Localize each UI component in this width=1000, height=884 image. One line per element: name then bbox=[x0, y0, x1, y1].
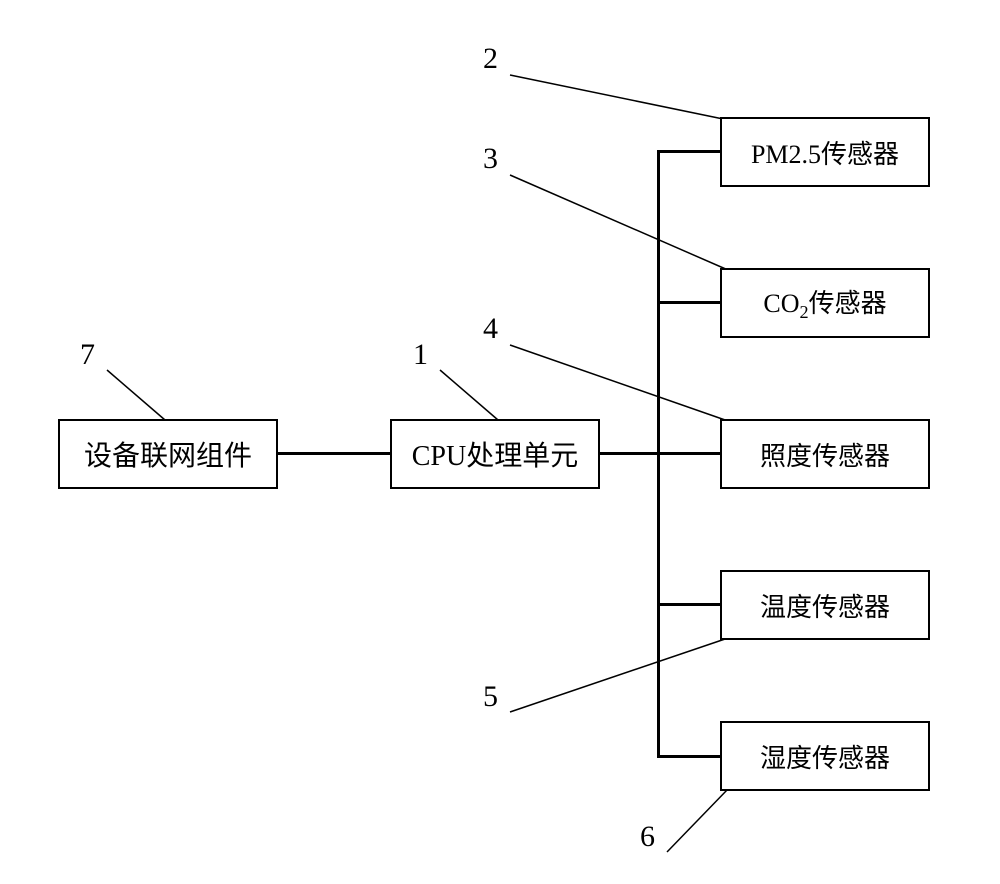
box-lux-label: 照度传感器 bbox=[760, 436, 890, 473]
box-hum: 湿度传感器 bbox=[720, 721, 930, 791]
conn-cpu-bus bbox=[600, 452, 660, 455]
conn-bus-co2 bbox=[660, 301, 720, 304]
ref-7: 7 bbox=[80, 338, 95, 372]
box-temp: 温度传感器 bbox=[720, 570, 930, 640]
box-cpu: CPU处理单元 bbox=[390, 419, 600, 489]
box-cpu-label: CPU处理单元 bbox=[412, 434, 578, 474]
box-hum-label: 湿度传感器 bbox=[760, 738, 890, 775]
box-net-label: 设备联网组件 bbox=[84, 434, 252, 474]
ref-2: 2 bbox=[483, 42, 498, 76]
ref-3: 3 bbox=[483, 142, 498, 176]
conn-bus-temp bbox=[660, 603, 720, 606]
ref-1: 1 bbox=[413, 338, 428, 372]
conn-bus-lux bbox=[660, 452, 720, 455]
ref-5: 5 bbox=[483, 680, 498, 714]
diagram-canvas: 设备联网组件 CPU处理单元 PM2.5传感器 CO2传感器 照度传感器 温度传… bbox=[0, 0, 1000, 884]
box-net: 设备联网组件 bbox=[58, 419, 278, 489]
conn-net-cpu bbox=[278, 452, 390, 455]
box-lux: 照度传感器 bbox=[720, 419, 930, 489]
box-pm25-label: PM2.5传感器 bbox=[751, 134, 899, 171]
box-pm25: PM2.5传感器 bbox=[720, 117, 930, 187]
box-co2-label: CO2传感器 bbox=[763, 283, 886, 323]
ref-4: 4 bbox=[483, 312, 498, 346]
conn-bus-hum bbox=[660, 755, 720, 758]
box-temp-label: 温度传感器 bbox=[760, 587, 890, 624]
conn-bus-pm25 bbox=[660, 150, 720, 153]
ref-6: 6 bbox=[640, 820, 655, 854]
box-co2: CO2传感器 bbox=[720, 268, 930, 338]
